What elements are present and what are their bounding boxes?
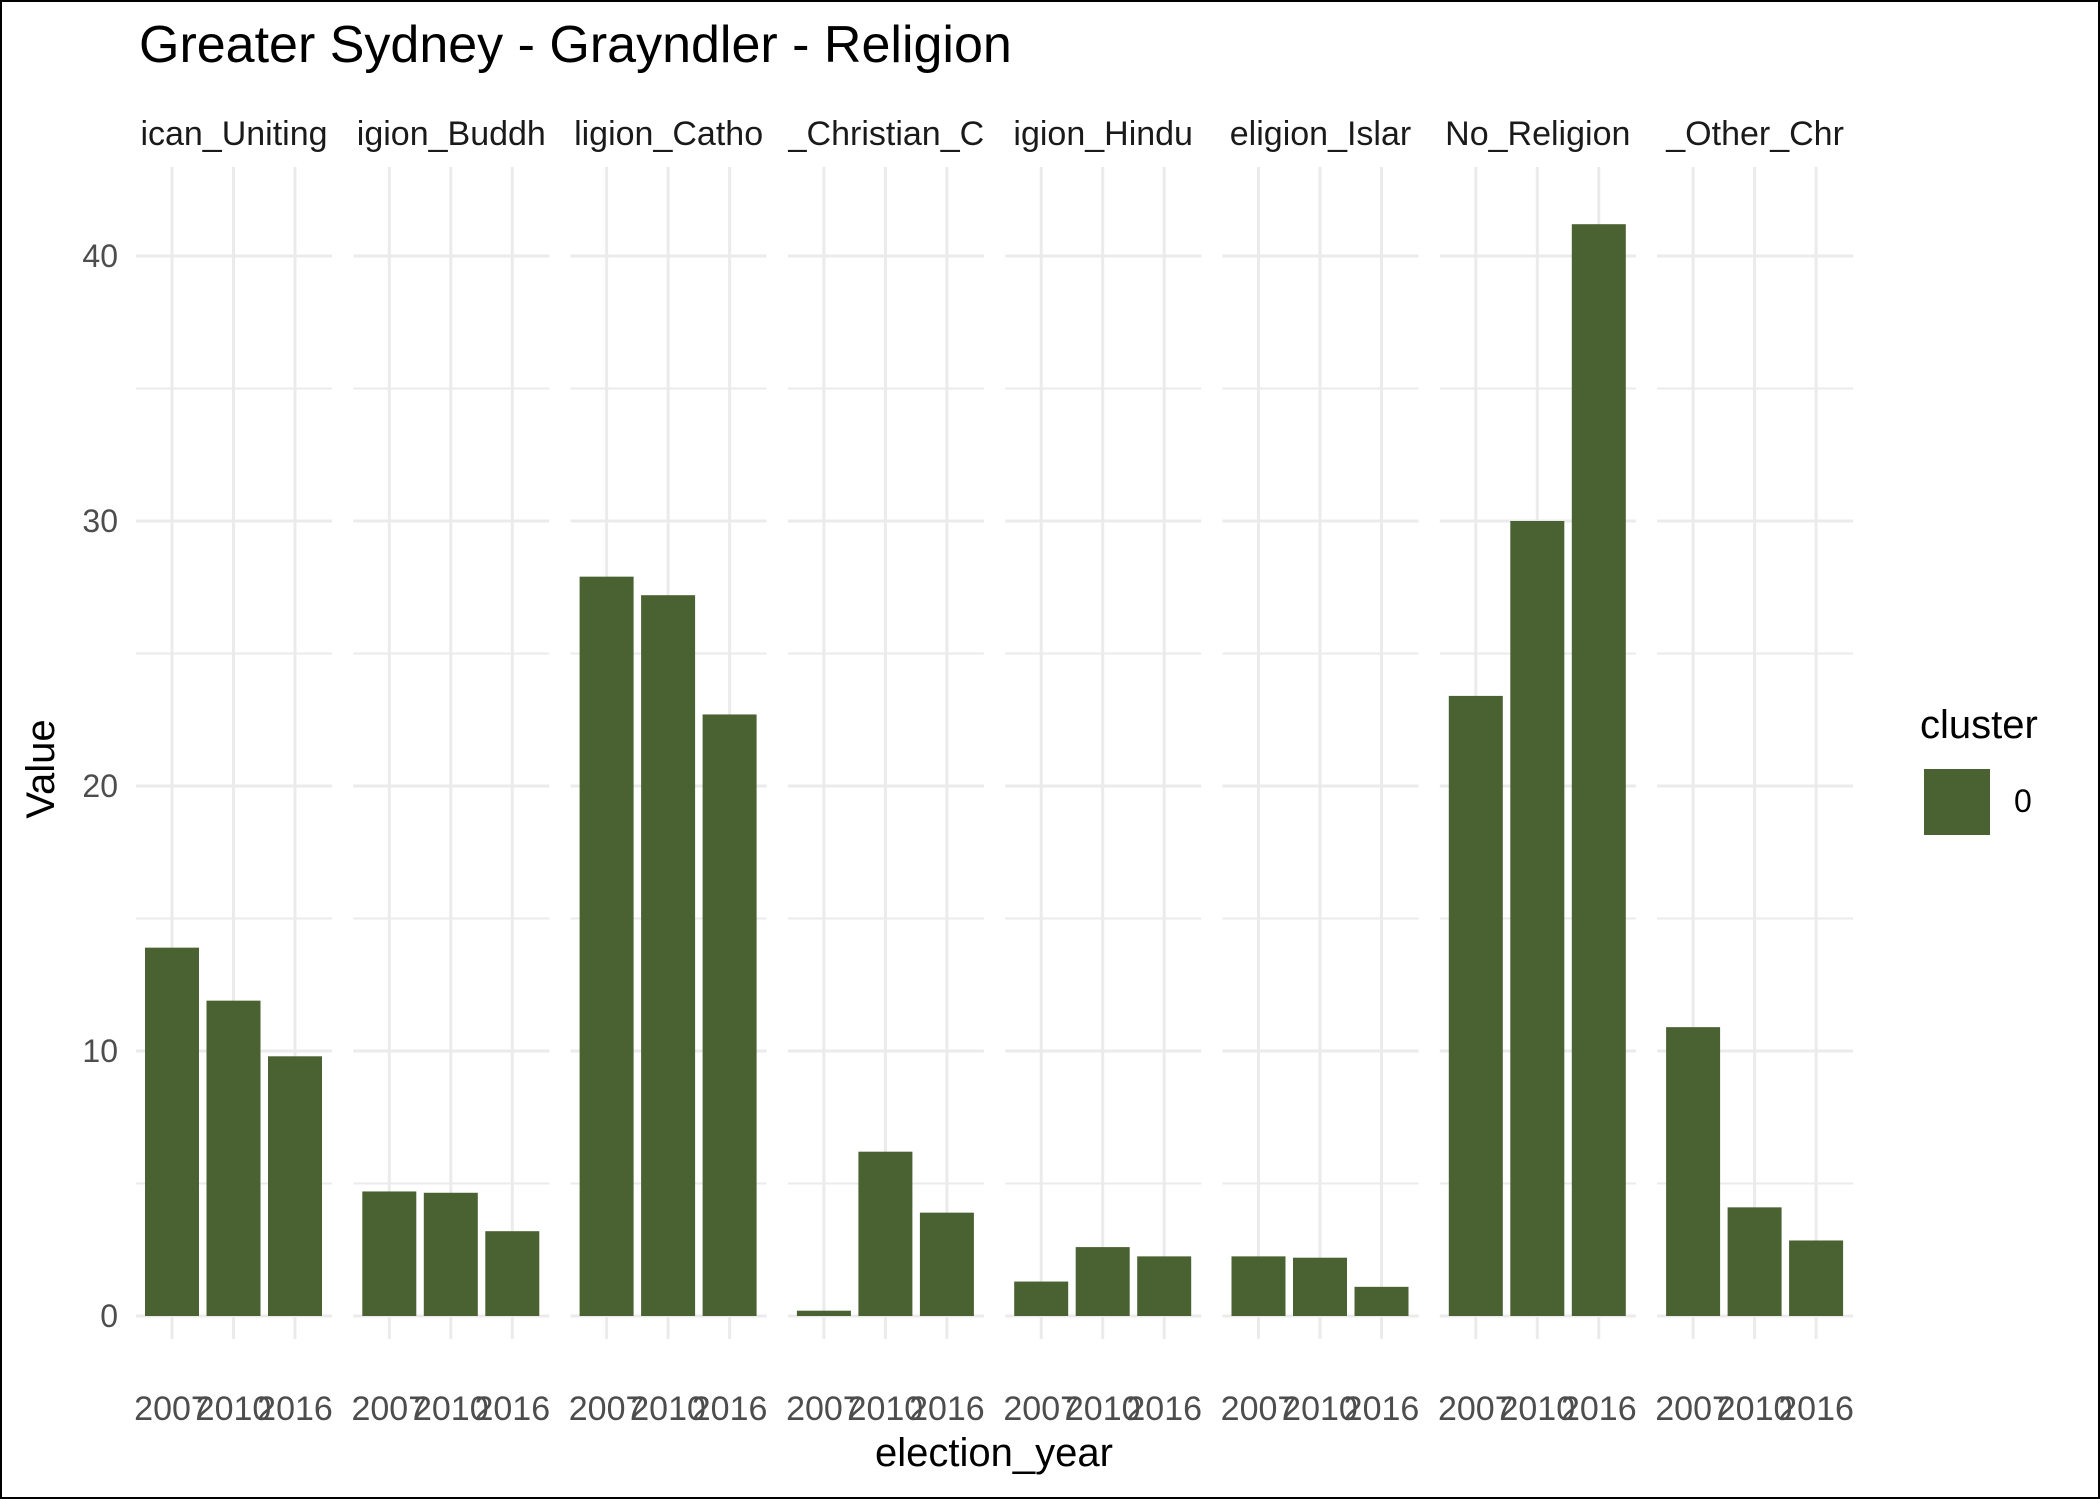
x-tick-label: 2010: [413, 1390, 489, 1428]
bar: [206, 1000, 261, 1316]
legend-label: 0: [2014, 783, 2032, 819]
y-axis-title: Value: [19, 719, 63, 818]
x-tick-label: 2016: [1344, 1390, 1420, 1428]
x-tick-label: 2010: [630, 1390, 706, 1428]
x-tick-label: 2010: [196, 1390, 272, 1428]
facet-strip-label: eligion_Islar: [1230, 115, 1411, 153]
y-tick-label: 30: [82, 503, 118, 539]
x-tick-label: 2016: [1126, 1390, 1202, 1428]
facet-strip-label: igion_Buddh: [357, 115, 546, 153]
x-tick-label: 2007: [351, 1390, 427, 1428]
bar: [641, 595, 696, 1316]
legend: cluster 0: [1920, 703, 2038, 835]
bar: [362, 1191, 417, 1316]
x-tick-label: 2010: [1065, 1390, 1141, 1428]
x-tick-label: 2010: [1499, 1390, 1575, 1428]
x-tick-label: 2016: [474, 1390, 550, 1428]
y-axis-ticks: 0 10 20 30 40: [82, 238, 118, 1334]
x-tick-label: 2010: [1717, 1390, 1793, 1428]
facet-panels: ican_Uniting200720102016igion_Buddh20072…: [134, 115, 1854, 1428]
x-tick-label: 2007: [1221, 1390, 1297, 1428]
x-tick-label: 2016: [257, 1390, 333, 1428]
y-tick-label: 40: [82, 238, 118, 274]
facet-strip-label: igion_Hindu: [1013, 115, 1193, 153]
facet-strip-label: ligion_Catho: [574, 115, 763, 153]
y-tick-label: 0: [100, 1298, 118, 1334]
chart-title: Greater Sydney - Grayndler - Religion: [139, 16, 1012, 74]
x-tick-label: 2007: [1003, 1390, 1079, 1428]
bar: [1510, 521, 1565, 1316]
bar: [1666, 1027, 1721, 1316]
bar: [858, 1151, 913, 1316]
legend-key-swatch: [1924, 769, 1990, 835]
bar: [1075, 1247, 1130, 1316]
y-tick-label: 10: [82, 1033, 118, 1069]
x-tick-label: 2016: [1778, 1390, 1854, 1428]
bar: [1293, 1257, 1347, 1316]
facet-strip-label: _Other_Chr: [1665, 115, 1844, 153]
x-tick-label: 2007: [1655, 1390, 1731, 1428]
bar: [579, 576, 634, 1316]
bar: [268, 1056, 322, 1316]
x-tick-label: 2007: [786, 1390, 862, 1428]
x-tick-label: 2007: [1438, 1390, 1514, 1428]
bar: [423, 1192, 478, 1316]
bar: [1789, 1240, 1844, 1316]
bar: [1571, 224, 1626, 1317]
x-axis-title: election_year: [875, 1431, 1113, 1475]
bar: [796, 1310, 851, 1316]
x-tick-label: 2016: [692, 1390, 768, 1428]
bar: [145, 947, 199, 1316]
bar: [1448, 695, 1503, 1316]
facet-strip-label: No_Religion: [1445, 115, 1630, 153]
bar: [1727, 1207, 1782, 1316]
bar: [1354, 1286, 1409, 1316]
x-tick-label: 2007: [569, 1390, 645, 1428]
x-tick-label: 2016: [909, 1390, 985, 1428]
bar: [1137, 1256, 1192, 1316]
legend-title: cluster: [1920, 703, 2038, 747]
bar: [1014, 1281, 1069, 1316]
bar: [1231, 1256, 1286, 1316]
x-tick-label: 2010: [1282, 1390, 1358, 1428]
bar: [919, 1212, 974, 1316]
bar: [485, 1231, 540, 1316]
bar: [702, 714, 757, 1316]
facet-strip-label: ican_Uniting: [140, 115, 327, 153]
y-tick-label: 20: [82, 768, 118, 804]
x-tick-label: 2010: [848, 1390, 924, 1428]
facet-strip-label: _Christian_C: [787, 115, 985, 153]
x-tick-label: 2007: [134, 1390, 210, 1428]
x-tick-label: 2016: [1561, 1390, 1637, 1428]
